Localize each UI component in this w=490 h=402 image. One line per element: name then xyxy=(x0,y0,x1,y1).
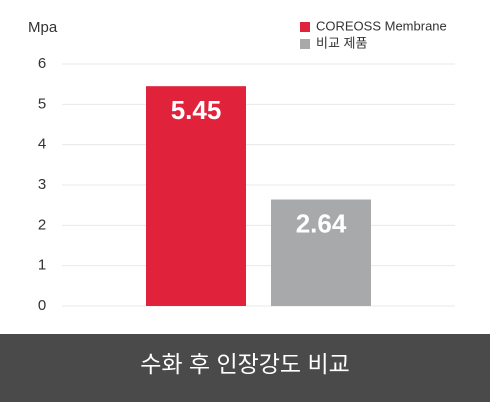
y-tick-label: 4 xyxy=(38,136,46,153)
y-tick-label: 0 xyxy=(38,297,46,314)
y-tick-label: 2 xyxy=(38,216,46,233)
legend-swatch xyxy=(300,39,310,49)
y-tick-label: 6 xyxy=(38,55,46,72)
bar-value-label: 2.64 xyxy=(296,208,347,238)
y-tick-label: 1 xyxy=(38,257,46,274)
bar xyxy=(271,199,371,306)
y-tick-label: 5 xyxy=(38,95,46,112)
y-tick-label: 3 xyxy=(38,176,46,193)
chart-title: 수화 후 인장강도 비교 xyxy=(140,351,350,377)
legend-swatch xyxy=(300,22,310,32)
y-axis-label: Mpa xyxy=(28,19,58,36)
title-band xyxy=(0,334,490,402)
legend-label: 비교 제품 xyxy=(316,35,367,50)
bar xyxy=(146,86,246,306)
legend-label: COREOSS Membrane xyxy=(316,18,447,33)
bar-value-label: 5.45 xyxy=(171,95,222,125)
